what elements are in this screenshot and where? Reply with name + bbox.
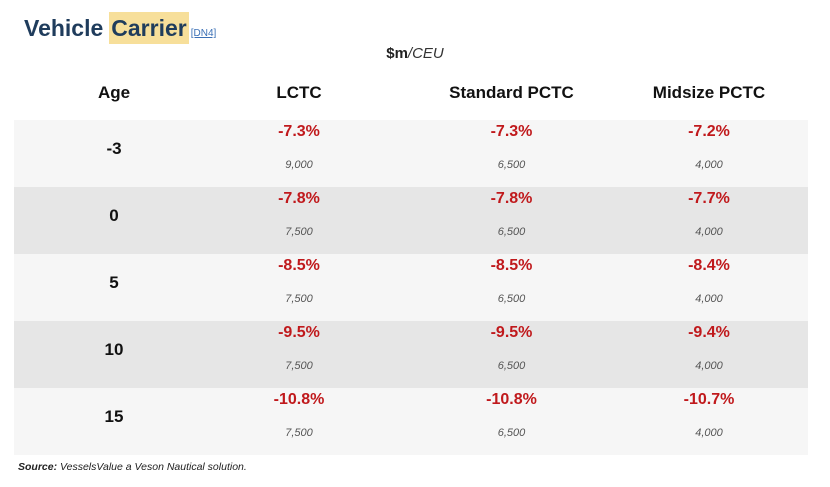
ceu-size: 6,500	[497, 427, 526, 439]
ceu-size: 4,000	[695, 159, 723, 171]
ceu-size: 7,500	[285, 427, 313, 439]
age-cell: 15	[104, 407, 124, 426]
column-header-lctc: LCTC	[276, 83, 322, 102]
ceu-size: 6,500	[497, 293, 526, 305]
pct-change: -7.3%	[278, 123, 320, 140]
pct-change: -9.5%	[278, 324, 320, 341]
ceu-size: 7,500	[285, 293, 313, 305]
midsize-pctc-cell: -7.2% 4,000	[614, 120, 804, 187]
table-row: 0 -7.8% 7,500 -7.8% 6,500 -7.7% 4,000	[14, 187, 808, 254]
age-cell: -3	[106, 139, 122, 158]
pct-change: -7.8%	[278, 190, 320, 207]
pct-change: -10.8%	[486, 391, 537, 408]
lctc-cell: -7.8% 7,500	[214, 187, 384, 254]
ceu-size: 7,500	[285, 226, 313, 238]
column-header-midsize-pctc: Midsize PCTC	[652, 83, 766, 102]
standard-pctc-cell: -9.5% 6,500	[399, 321, 624, 388]
pct-change: -7.7%	[688, 190, 730, 207]
age-cell: 5	[109, 273, 119, 292]
pct-change: -7.3%	[490, 123, 533, 140]
midsize-pctc-cell: -9.4% 4,000	[614, 321, 804, 388]
source-text: VesselsValue a Veson Nautical solution.	[57, 461, 247, 473]
pct-change: -9.5%	[490, 324, 533, 341]
pct-change: -10.8%	[273, 391, 325, 408]
lctc-cell: -8.5% 7,500	[214, 254, 384, 321]
ceu-size: 6,500	[497, 226, 526, 238]
pct-change: -8.4%	[688, 257, 730, 274]
pct-change: -8.5%	[278, 257, 320, 274]
pct-change: -7.2%	[688, 123, 730, 140]
title-vehicle: Vehicle	[24, 15, 104, 41]
column-header-age: Age	[97, 83, 131, 102]
standard-pctc-cell: -7.3% 6,500	[399, 120, 624, 187]
lctc-cell: -9.5% 7,500	[214, 321, 384, 388]
age-cell: 0	[109, 206, 119, 225]
midsize-pctc-cell: -7.7% 4,000	[614, 187, 804, 254]
ceu-size: 9,000	[285, 159, 313, 171]
pct-change: -7.8%	[490, 190, 533, 207]
ceu-size: 4,000	[695, 226, 723, 238]
title-reference-link[interactable]: [DN4]	[190, 28, 217, 39]
ceu-size: 4,000	[695, 360, 723, 372]
standard-pctc-cell: -8.5% 6,500	[399, 254, 624, 321]
unit-label-denominator: /CEU	[407, 45, 444, 62]
pct-change: -10.7%	[683, 391, 735, 408]
table-row: 15 -10.8% 7,500 -10.8% 6,500 -10.7% 4,00…	[14, 388, 808, 455]
ceu-size: 7,500	[285, 360, 313, 372]
standard-pctc-cell: -10.8% 6,500	[399, 388, 624, 455]
standard-pctc-cell: -7.8% 6,500	[399, 187, 624, 254]
column-header-standard-pctc: Standard PCTC	[449, 83, 574, 102]
unit-label-currency: $m	[386, 45, 408, 62]
page-title: Vehicle Carrier [DN4]	[24, 12, 216, 44]
pct-change: -9.4%	[688, 324, 730, 341]
midsize-pctc-cell: -8.4% 4,000	[614, 254, 804, 321]
table-row: 5 -8.5% 7,500 -8.5% 6,500 -8.4% 4,000	[14, 254, 808, 321]
table-row: -3 -7.3% 9,000 -7.3% 6,500 -7.2% 4,000	[14, 120, 808, 187]
ceu-size: 4,000	[695, 293, 723, 305]
lctc-cell: -10.8% 7,500	[214, 388, 384, 455]
table-body: -3 -7.3% 9,000 -7.3% 6,500 -7.2% 4,000 0…	[14, 120, 808, 455]
midsize-pctc-cell: -10.7% 4,000	[614, 388, 804, 455]
table-header: Age LCTC Standard PCTC Midsize PCTC	[14, 80, 808, 110]
ceu-size: 6,500	[497, 159, 526, 171]
unit-label: $m/CEU	[0, 45, 830, 62]
table-row: 10 -9.5% 7,500 -9.5% 6,500 -9.4% 4,000	[14, 321, 808, 388]
lctc-cell: -7.3% 9,000	[214, 120, 384, 187]
age-cell: 10	[104, 340, 124, 359]
ceu-size: 4,000	[695, 427, 723, 439]
source-label: Source:	[18, 461, 58, 473]
ceu-size: 6,500	[497, 360, 526, 372]
title-carrier-highlighted: Carrier	[109, 12, 189, 44]
source-note: Source: VesselsValue a Veson Nautical so…	[18, 461, 247, 473]
pct-change: -8.5%	[490, 257, 533, 274]
